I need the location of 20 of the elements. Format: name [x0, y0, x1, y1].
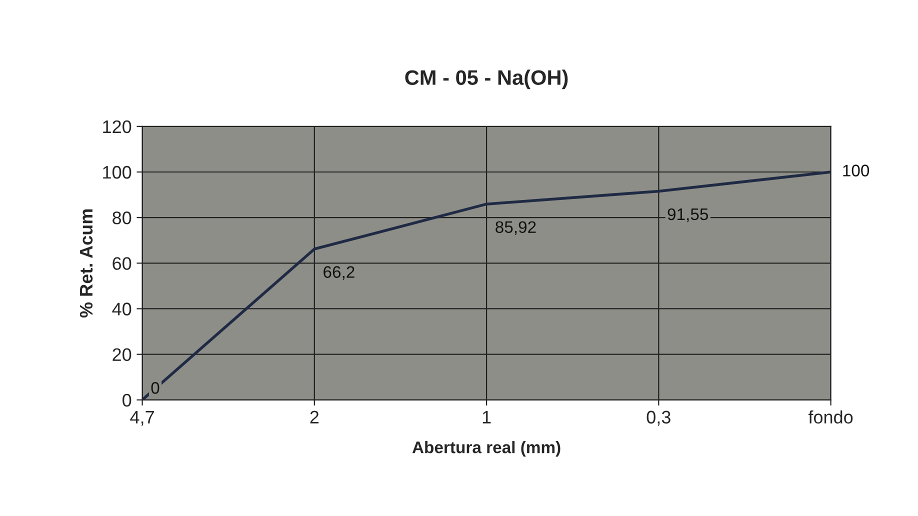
data-label: 66,2	[324, 266, 354, 280]
y-tick-label: 80	[112, 212, 132, 224]
y-tick-label: 0	[122, 394, 132, 407]
chart-title: CM - 05 - Na(OH)	[405, 70, 568, 90]
y-tick-label: 60	[112, 257, 132, 270]
x-tick-label: 0,3	[646, 410, 670, 426]
data-label: 85,92	[496, 221, 536, 235]
data-label: 100	[843, 164, 870, 176]
y-tick-label: 20	[112, 348, 132, 362]
y-axis-title: % Ret. Acum	[80, 209, 93, 318]
y-tick-label: 40	[112, 302, 132, 316]
data-label: 0	[151, 382, 160, 394]
x-tick-label: 4,7	[130, 410, 154, 426]
x-tick-label: 1	[482, 410, 491, 424]
x-tick-label: 2	[310, 410, 319, 424]
x-tick-label: fondo	[808, 410, 853, 424]
y-tick-label: 100	[103, 166, 132, 179]
y-tick-label: 120	[103, 120, 132, 134]
x-axis-title: Abertura real (mm)	[412, 441, 560, 457]
data-label: 91,55	[668, 208, 708, 222]
